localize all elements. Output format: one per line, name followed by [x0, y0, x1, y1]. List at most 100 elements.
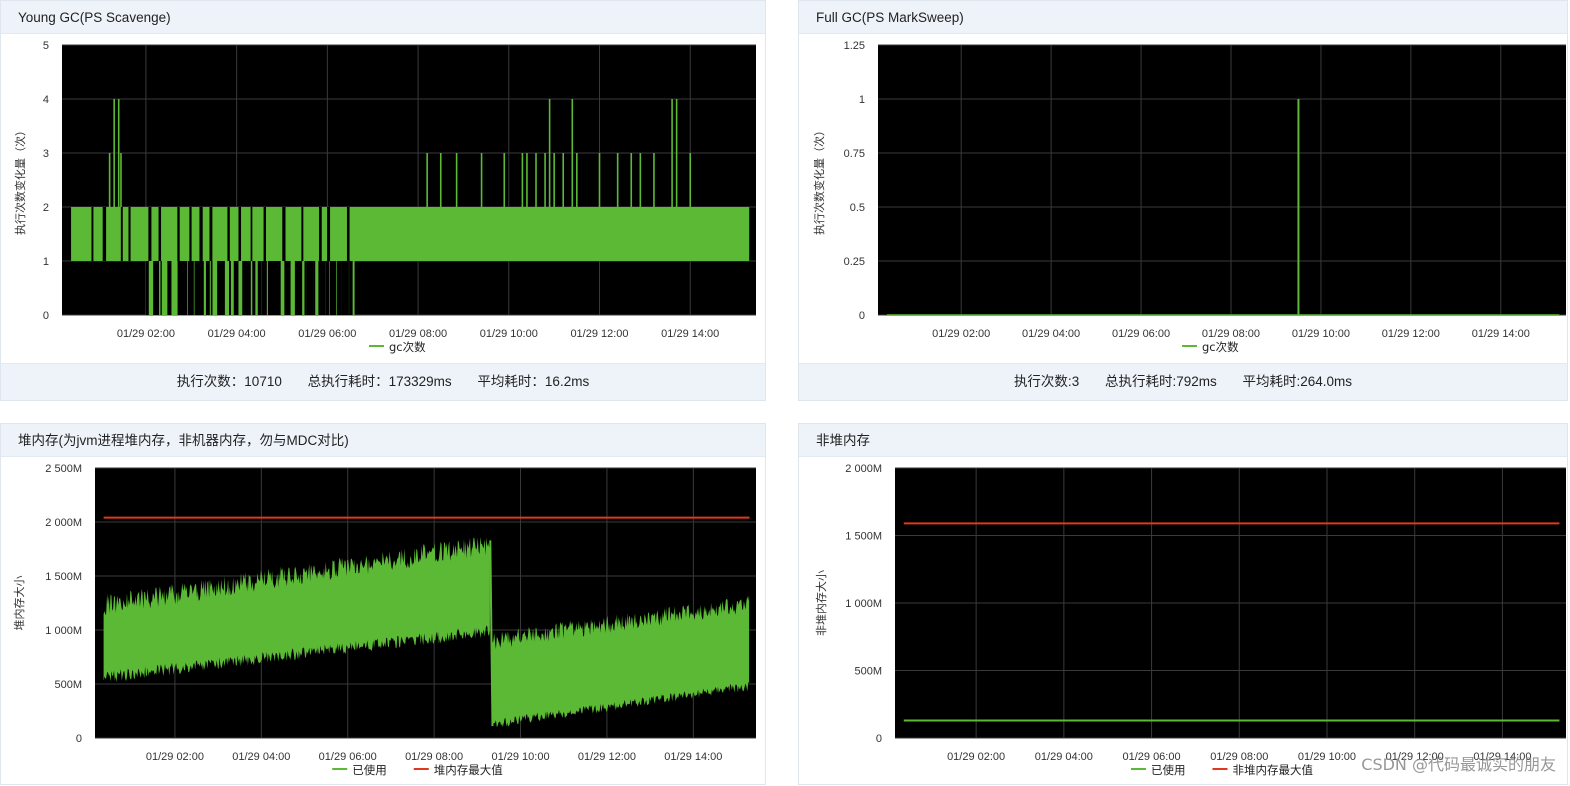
- gc-gap: [194, 261, 202, 315]
- x-tick-label: 01/29 14:00: [1472, 328, 1530, 340]
- x-tick-label: 01/29 02:00: [947, 751, 1005, 763]
- gc-gap: [336, 261, 342, 315]
- x-tick-label: 01/29 06:00: [319, 751, 377, 763]
- y-tick-label: 1 000M: [845, 598, 882, 610]
- young-gc-chart: 0 1 2 3 4 5 01/29 02:00 01/29 04:00 01/29 06:00 0…: [13, 40, 756, 354]
- y-tick-label: 500M: [54, 679, 82, 691]
- legend-label: gc次数: [1202, 340, 1239, 354]
- gc-gap: [252, 261, 256, 315]
- x-tick-label: 01/29 12:00: [1382, 328, 1440, 340]
- gc-gap: [318, 261, 326, 315]
- x-tick-label: 01/29 12:00: [1386, 751, 1444, 763]
- gc-gap: [263, 207, 267, 261]
- y-tick-label: 1 500M: [45, 571, 82, 583]
- gc-gap: [102, 207, 107, 261]
- x-tick-label: 01/29 02:00: [117, 328, 175, 340]
- gc-gap: [294, 261, 301, 315]
- gc-gap: [189, 207, 192, 261]
- gc-gap: [271, 261, 280, 315]
- gc-gap: [250, 207, 253, 261]
- legend-label: 堆内存最大值: [434, 763, 503, 777]
- gc-gap: [238, 207, 242, 261]
- gc-gap: [227, 207, 230, 261]
- gc-avg-time-stat: 平均耗时:264.0ms: [1242, 374, 1353, 389]
- gc-gap: [313, 261, 316, 315]
- y-tick-label: 0.75: [844, 148, 865, 160]
- gc-count-band: [71, 207, 750, 261]
- y-tick-label: 0: [76, 733, 82, 745]
- y-axis-label: 执行次数变化量（次）: [13, 125, 27, 235]
- gc-gap: [158, 207, 162, 261]
- x-tick-label: 01/29 04:00: [232, 751, 290, 763]
- nonheap-memory-panel: 非堆内存 0 500M 1 000M 1 500M 2 000M 01/29 02:00 0…: [798, 423, 1568, 785]
- legend-label: 已使用: [1151, 763, 1186, 777]
- chart-legend[interactable]: 已使用 堆内存最大值: [332, 763, 503, 777]
- y-tick-label: 0: [859, 310, 865, 322]
- y-tick-label: 2 500M: [45, 463, 82, 475]
- x-tick-label: 01/29 10:00: [491, 751, 549, 763]
- series-layer: [886, 99, 1560, 315]
- gc-gap: [257, 261, 262, 315]
- y-tick-label: 1 500M: [845, 531, 882, 543]
- gc-gap: [287, 261, 291, 315]
- heap-memory-panel: 堆内存(为jvm进程堆内存，非机器内存，勿与MDC对比) 0 500M 1 000M…: [0, 423, 766, 785]
- y-tick-label: 0: [43, 310, 49, 322]
- chart-legend[interactable]: gc次数: [369, 340, 426, 354]
- gc-gap: [327, 207, 331, 261]
- y-tick-label: 2 000M: [45, 517, 82, 529]
- gc-gap: [153, 261, 160, 315]
- gc-gap: [319, 207, 322, 261]
- series-layer: [103, 516, 750, 728]
- gc-gap: [325, 261, 330, 315]
- heap-used-area: [492, 595, 750, 728]
- young-gc-stats: 执行次数：10710 总执行耗时：173329ms 平均耗时：16.2ms: [1, 363, 765, 400]
- y-tick-label: 1: [859, 94, 865, 106]
- x-tick-label: 01/29 06:00: [298, 328, 356, 340]
- gc-gap: [244, 261, 251, 315]
- y-tick-label: 1 000M: [45, 625, 82, 637]
- y-tick-label: 5: [43, 40, 49, 52]
- legend-label: 非堆内存最大值: [1233, 763, 1314, 777]
- panel-title: Full GC(PS MarkSweep): [799, 1, 1567, 34]
- heap-used-area: [103, 536, 490, 683]
- x-tick-label: 01/29 06:00: [1122, 751, 1180, 763]
- heap-memory-chart: 0 500M 1 000M 1 500M 2 000M 2 500M 01/29 02:00…: [12, 463, 756, 777]
- x-tick-label: 01/29 08:00: [1202, 328, 1260, 340]
- gc-gap: [341, 261, 349, 315]
- chart-legend[interactable]: 已使用 非堆内存最大值: [1131, 763, 1313, 777]
- y-tick-label: 2 000M: [845, 463, 882, 475]
- y-tick-label: 4: [43, 94, 49, 106]
- gc-gap: [145, 261, 149, 315]
- gc-gap: [299, 261, 303, 315]
- panel-title: Young GC(PS Scavenge): [1, 1, 765, 34]
- gc-gap: [210, 261, 213, 315]
- gc-gap: [217, 261, 225, 315]
- y-tick-label: 2: [43, 202, 49, 214]
- x-tick-label: 01/29 08:00: [389, 328, 447, 340]
- gc-avg-time-stat: 平均耗时：16.2ms: [477, 374, 590, 389]
- gc-gap: [177, 261, 187, 315]
- gc-gap: [221, 261, 224, 315]
- y-tick-label: 3: [43, 148, 49, 160]
- y-tick-label: 0: [876, 733, 882, 745]
- gc-gap: [261, 261, 267, 315]
- gc-gap: [346, 207, 350, 261]
- gc-gap: [167, 261, 172, 315]
- x-tick-label: 01/29 10:00: [1292, 328, 1350, 340]
- chart-legend[interactable]: gc次数: [1182, 340, 1239, 354]
- x-tick-label: 01/29 10:00: [480, 328, 538, 340]
- x-tick-label: 01/29 14:00: [661, 328, 719, 340]
- gc-gap: [182, 261, 188, 315]
- full-gc-stats: 执行次数:3 总执行耗时:792ms 平均耗时:264.0ms: [799, 363, 1567, 400]
- gc-gap: [169, 261, 172, 315]
- x-tick-label: 01/29 06:00: [1112, 328, 1170, 340]
- x-tick-label: 01/29 02:00: [146, 751, 204, 763]
- gc-gap: [236, 261, 239, 315]
- legend-label: 已使用: [352, 763, 387, 777]
- gc-count-stat: 执行次数：10710: [176, 374, 282, 389]
- panel-title: 堆内存(为jvm进程堆内存，非机器内存，勿与MDC对比): [1, 424, 765, 457]
- gc-gap: [276, 261, 281, 315]
- x-tick-label: 01/29 12:00: [570, 328, 628, 340]
- gc-gap: [177, 207, 180, 261]
- plot-area: [878, 45, 1566, 315]
